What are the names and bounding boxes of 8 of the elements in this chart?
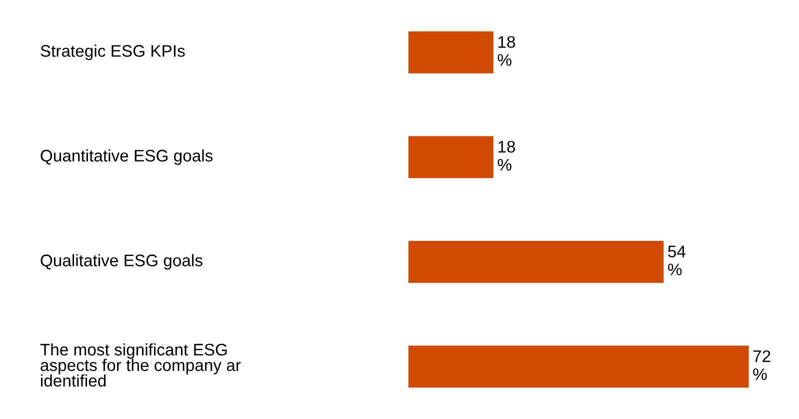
y-tick-label: Strategic ESG KPIs [40, 44, 185, 60]
y-tick-label: Qualitative ESG goals [40, 254, 202, 270]
y-tick-label: Quantitative ESG goals [40, 149, 213, 165]
y-tick-label: The most significant ESG aspects for the company ar identified [40, 343, 241, 387]
data-label: 18 % [498, 140, 516, 171]
data-label: 54 % [668, 246, 686, 276]
data-label: 18 % [498, 36, 516, 66]
data-label: 72 % [753, 350, 770, 380]
